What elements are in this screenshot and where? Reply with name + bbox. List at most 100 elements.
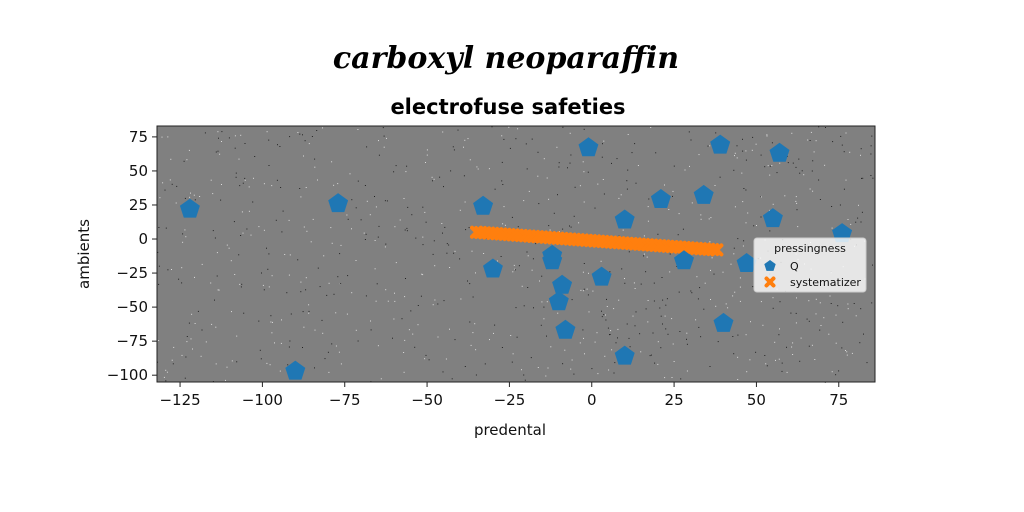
y-tick-label: 75 — [129, 128, 148, 146]
noise-dot — [862, 177, 864, 179]
noise-dot — [640, 283, 642, 285]
noise-dot — [228, 247, 230, 249]
noise-dot — [733, 169, 735, 171]
noise-dot — [831, 371, 833, 373]
noise-dot — [872, 264, 873, 266]
noise-dot — [464, 139, 466, 141]
noise-dot — [399, 219, 401, 221]
noise-dot — [248, 210, 250, 212]
noise-dot — [330, 227, 332, 229]
noise-dot — [503, 206, 505, 208]
noise-dot — [178, 278, 180, 280]
noise-dot — [405, 171, 407, 173]
noise-dot — [231, 311, 232, 313]
noise-dot — [383, 146, 385, 148]
noise-dot — [872, 177, 874, 179]
noise-dot — [215, 151, 217, 153]
noise-dot — [184, 229, 186, 231]
noise-dot — [403, 352, 405, 353]
noise-dot — [818, 179, 820, 181]
noise-dot — [743, 240, 745, 242]
noise-dot — [337, 183, 339, 185]
noise-dot — [556, 146, 558, 148]
noise-dot — [172, 363, 174, 365]
noise-dot — [238, 158, 240, 160]
noise-dot — [766, 135, 768, 137]
noise-dot — [303, 226, 305, 228]
noise-dot — [228, 137, 230, 139]
noise-dot — [210, 179, 212, 181]
legend-item-q: Q — [764, 260, 799, 273]
noise-dot — [795, 322, 797, 324]
noise-dot — [448, 244, 450, 246]
series-systematizer — [469, 225, 724, 257]
noise-dot — [450, 170, 452, 172]
noise-dot — [629, 346, 631, 348]
noise-dot — [803, 174, 805, 176]
noise-dot — [795, 312, 797, 314]
noise-dot — [176, 185, 178, 187]
noise-dot — [659, 307, 661, 309]
noise-dot — [737, 334, 739, 336]
data-point-q — [693, 184, 714, 204]
x-tick-label: −100 — [242, 391, 283, 409]
noise-dot — [537, 367, 539, 368]
noise-dot — [711, 257, 713, 259]
noise-dot — [753, 225, 755, 227]
noise-dot — [317, 179, 318, 181]
noise-dot — [211, 323, 213, 325]
noise-dot — [870, 153, 872, 155]
noise-dot — [686, 343, 688, 345]
noise-dot — [689, 165, 690, 167]
noise-dot — [660, 347, 662, 349]
noise-dot — [631, 152, 633, 154]
noise-dot — [601, 310, 602, 312]
noise-dot — [395, 165, 397, 167]
noise-dot — [526, 168, 528, 170]
noise-dot — [559, 231, 560, 233]
noise-dot — [608, 369, 610, 371]
noise-dot — [212, 230, 214, 232]
noise-dot — [684, 169, 686, 171]
noise-dot — [523, 305, 525, 307]
noise-dot — [799, 172, 801, 174]
noise-dot — [796, 209, 798, 211]
noise-dot — [218, 137, 219, 139]
noise-dot — [271, 332, 273, 334]
noise-dot — [194, 323, 196, 324]
noise-dot — [161, 136, 163, 138]
noise-dot — [394, 226, 396, 228]
noise-dot — [737, 238, 739, 240]
noise-dot — [546, 335, 547, 337]
noise-dot — [331, 242, 333, 244]
noise-dot — [469, 159, 471, 161]
chart-title: carboxyl neoparaffin — [333, 41, 679, 76]
noise-dot — [424, 211, 426, 213]
noise-dot — [611, 162, 612, 164]
noise-dot — [221, 184, 222, 185]
noise-dot — [751, 149, 753, 151]
noise-dot — [860, 154, 861, 156]
noise-dot — [609, 334, 611, 335]
noise-dot — [845, 179, 847, 181]
legend-x-marker — [764, 276, 776, 288]
legend-marker-q — [764, 260, 776, 271]
noise-dot — [261, 272, 262, 274]
noise-dot — [185, 236, 187, 238]
noise-dot — [274, 342, 275, 344]
noise-dot — [236, 335, 238, 337]
noise-dot — [496, 260, 498, 262]
data-point-q — [328, 193, 349, 213]
noise-dot — [792, 162, 794, 164]
noise-dot — [268, 286, 270, 288]
noise-dot — [602, 143, 603, 145]
noise-dot — [643, 253, 645, 255]
noise-dot — [242, 182, 244, 184]
noise-dot — [260, 358, 262, 360]
noise-dot — [717, 341, 719, 343]
noise-dot — [425, 221, 427, 223]
noise-dot — [618, 197, 620, 199]
noise-dot — [434, 265, 436, 267]
noise-dot — [710, 269, 711, 271]
noise-dot — [188, 149, 190, 151]
